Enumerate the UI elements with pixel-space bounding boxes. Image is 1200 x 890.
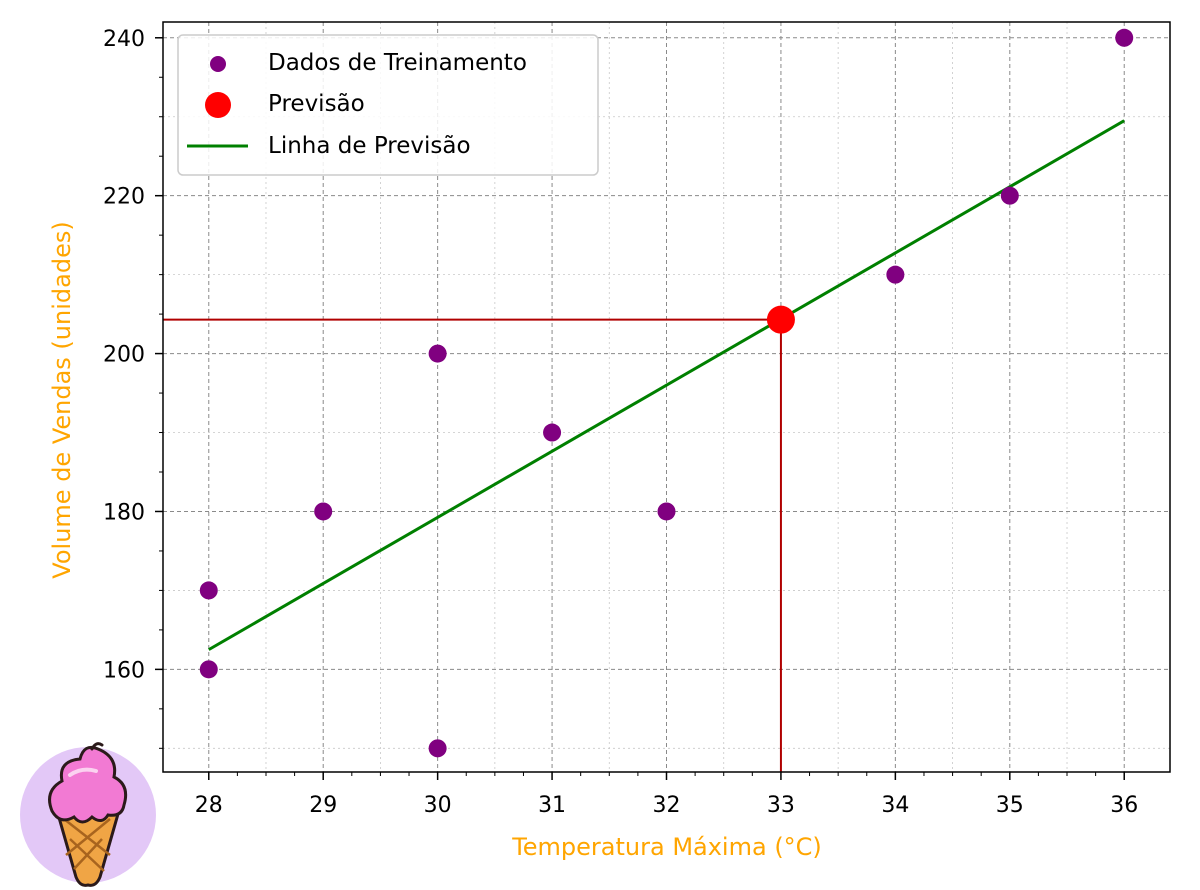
- legend: Dados de Treinamento Previsão Linha de P…: [177, 34, 599, 176]
- x-axis-label: Temperatura Máxima (°C): [511, 833, 822, 861]
- data-points: [199, 28, 1134, 758]
- x-tick-label: 33: [767, 793, 795, 818]
- prediction-guides: [163, 318, 782, 772]
- training-point: [1115, 28, 1134, 47]
- training-point: [543, 423, 562, 442]
- ticks: 28 29 30 31 32 33 34 35 36 160 180 200 220 240: [103, 27, 1138, 818]
- training-point: [1000, 186, 1019, 205]
- y-tick-label: 160: [103, 658, 145, 683]
- x-tick-label: 34: [881, 793, 909, 818]
- x-tick-label: 29: [309, 793, 337, 818]
- legend-marker-training: [210, 56, 226, 72]
- y-tick-label: 200: [103, 343, 145, 368]
- legend-label-line: Linha de Previsão: [268, 133, 471, 159]
- y-tick-label: 220: [103, 185, 145, 210]
- x-tick-label: 36: [1110, 793, 1138, 818]
- grid: [163, 22, 1170, 772]
- y-tick-label: 240: [103, 27, 145, 52]
- prediction-line: [208, 119, 1125, 651]
- x-tick-label: 35: [996, 793, 1024, 818]
- y-tick-label: 180: [103, 500, 145, 525]
- regression-line: [208, 119, 1125, 651]
- legend-label-training: Dados de Treinamento: [268, 50, 527, 76]
- x-tick-label: 31: [538, 793, 566, 818]
- prediction-point: [766, 305, 795, 334]
- ice-cream-cone-icon: [48, 742, 128, 887]
- x-tick-label: 32: [653, 793, 681, 818]
- training-point: [199, 581, 218, 600]
- x-tick-label: 30: [424, 793, 452, 818]
- legend-box: [177, 34, 599, 176]
- ice-cream-logo: [20, 742, 156, 887]
- training-point: [886, 265, 905, 284]
- training-point: [657, 502, 676, 521]
- legend-marker-prediction: [205, 92, 231, 118]
- y-axis-label: Volume de Vendas (unidades): [48, 221, 76, 578]
- training-point: [428, 739, 447, 758]
- x-tick-label: 28: [195, 793, 223, 818]
- training-point: [428, 344, 447, 363]
- legend-label-prediction: Previsão: [268, 91, 365, 117]
- training-point: [314, 502, 333, 521]
- training-point: [199, 660, 218, 679]
